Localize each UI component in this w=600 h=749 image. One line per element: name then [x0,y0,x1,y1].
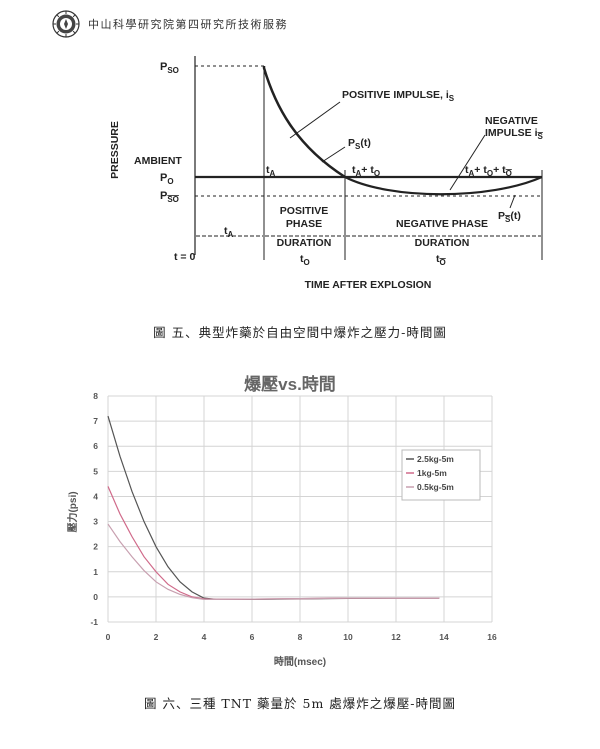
legend-entry: 0.5kg-5m [417,482,454,492]
pressure-axis-label: PRESSURE [109,121,121,179]
to-negative-label: tO [436,253,446,267]
blast-pressure-diagram: PRESSURE PSO AMBIENT PO PSO POSITIVE IMP… [109,56,544,291]
time-axis-label: TIME AFTER EXPLOSION [305,279,432,291]
x-tick-label: 16 [487,632,497,642]
chart-title: 爆壓vs.時間 [244,374,336,394]
organization-name: 中山科學研究院第四研究所技術服務 [88,18,288,31]
label-pso-negative: PSO [160,190,179,204]
legend-box [401,449,481,501]
institute-logo-icon [52,10,80,38]
label-po: PO [160,172,174,186]
page-header: 中山科學研究院第四研究所技術服務 [52,10,288,38]
ta-span-label: tA [224,225,234,239]
x-tick-label: 10 [343,632,353,642]
ps-neg-t-label: PS(t) [498,210,521,224]
to-label: tO [300,253,310,267]
chart-legend: 2.5kg-5m 1kg-5m 0.5kg-5m [401,449,481,501]
y-tick-label: 6 [93,441,98,451]
ta-label: tA [266,164,276,178]
y-tick-label: 2 [93,542,98,552]
x-tick-labels: 0 2 4 6 8 10 12 14 16 [106,632,497,642]
ps-t-label: PS(t) [348,137,371,151]
ps-neg-t-pointer [509,194,516,209]
legend-entry: 1kg-5m [417,468,447,478]
positive-phase-curve [262,66,346,179]
negative-phase-curve [344,175,543,196]
x-axis-label: 時間(msec) [274,655,326,668]
x-tick-label: 0 [106,632,111,642]
negative-impulse-pointer [449,134,486,191]
label-ambient: AMBIENT [134,155,182,167]
x-tick-label: 12 [391,632,401,642]
x-tick-label: 6 [250,632,255,642]
y-tick-labels: -1 0 1 2 3 4 5 6 7 8 [90,391,98,627]
negative-impulse-label-line1: NEGATIVE [485,115,538,127]
ps-t-pointer [321,146,346,163]
positive-duration-label: DURATION [277,237,332,249]
y-tick-label: -1 [90,617,98,627]
figure6-caption: 圖 六、三種 TNT 藥量於 5m 處爆炸之爆壓-時間圖 [143,696,456,711]
y-tick-label: 1 [93,567,98,577]
legend-entry: 2.5kg-5m [417,454,454,464]
positive-impulse-label: POSITIVE IMPULSE, iS [342,89,455,103]
x-tick-label: 8 [298,632,303,642]
y-tick-label: 3 [93,517,98,527]
positive-phase-label-line1: POSITIVE [280,205,328,217]
y-tick-label: 7 [93,416,98,426]
ta-to-label: tA+ tO [352,164,380,178]
t-zero-label: t = 0 [174,251,195,263]
x-tick-label: 4 [202,632,207,642]
x-tick-label: 2 [154,632,159,642]
y-tick-label: 4 [93,491,98,501]
negative-impulse-label-line2: IMPULSE iS [485,127,544,141]
figure5-caption: 圖 五、典型炸藥於自由空間中爆炸之壓力-時間圖 [153,325,447,340]
y-axis-label: 壓力(psi) [66,491,79,532]
y-tick-label: 0 [93,592,98,602]
positive-phase-label-line2: PHASE [286,218,322,230]
y-tick-label: 5 [93,466,98,476]
positive-impulse-pointer [289,101,341,139]
series-lines [107,415,440,601]
ta-to-to-label: tA+ tO+ tO [465,164,512,178]
x-tick-label: 14 [439,632,449,642]
series-line-0.5kg-5m [107,523,440,600]
label-pso: PSO [160,61,179,75]
negative-duration-label: DURATION [415,237,470,249]
y-tick-label: 8 [93,391,98,401]
negative-phase-label: NEGATIVE PHASE [396,218,488,230]
